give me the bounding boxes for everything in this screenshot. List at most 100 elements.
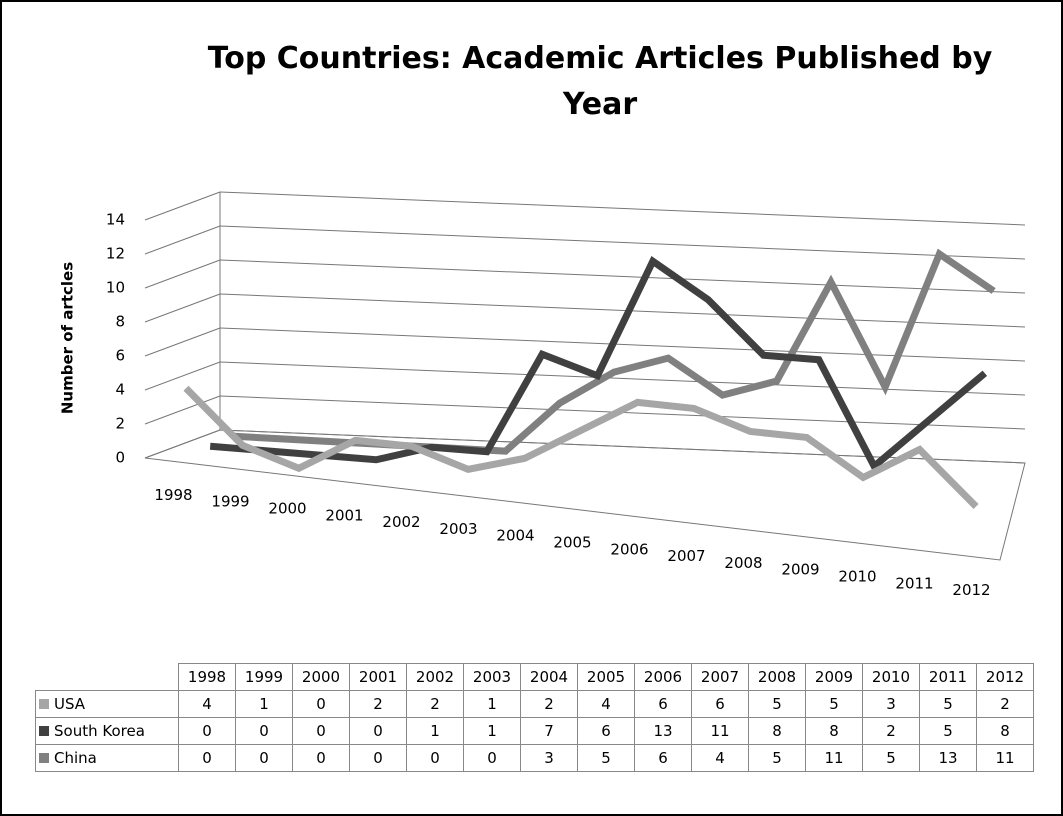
value-cell: 8 <box>976 717 1034 745</box>
value-cell: 7 <box>520 717 578 745</box>
value-cell: 5 <box>919 717 977 745</box>
cell-text: 0 <box>316 749 326 767</box>
series-line <box>183 385 979 509</box>
value-cell: 0 <box>178 744 236 772</box>
value-cell: 2 <box>520 690 578 718</box>
value-cell: 0 <box>463 744 521 772</box>
value-cell: 3 <box>862 690 920 718</box>
y-axis-label: Number of artcles <box>59 262 77 414</box>
header-cell: 2007 <box>691 663 749 691</box>
cell-text: 11 <box>710 722 730 740</box>
value-cell: 0 <box>292 717 350 745</box>
x-tick-label: 2007 <box>667 547 705 565</box>
cell-text: 3 <box>544 749 554 767</box>
value-cell: 1 <box>463 717 521 745</box>
x-tick-label: 2003 <box>439 520 477 538</box>
value-cell: 2 <box>862 717 920 745</box>
cell-text: 2006 <box>643 668 683 686</box>
header-cell: 2004 <box>520 663 578 691</box>
cell-text: 1 <box>487 695 497 713</box>
y-tick-label: 12 <box>106 245 125 263</box>
value-cell: 0 <box>178 717 236 745</box>
cell-text: 4 <box>202 695 212 713</box>
value-cell: 1 <box>406 717 464 745</box>
cell-text: 6 <box>658 695 668 713</box>
value-cell: 2 <box>406 690 464 718</box>
cell-text: 1 <box>487 722 497 740</box>
data-table: 1998 1999 2000 2001 2002 2003 2004 2005 2006 2007… <box>35 663 1034 772</box>
cell-text: 2008 <box>757 668 797 686</box>
grid-line <box>219 225 1026 260</box>
x-tick-label: 2010 <box>838 568 876 586</box>
value-cell: 5 <box>862 744 920 772</box>
y-tick-label: 8 <box>115 313 125 331</box>
x-tick-label: 2009 <box>781 561 819 579</box>
cell-text: 2001 <box>358 668 398 686</box>
cell-text: 2 <box>1000 695 1010 713</box>
grid-line <box>144 191 221 221</box>
chart-title: Top Countries: Academic Articles Publish… <box>207 41 993 122</box>
cell-text: 1 <box>259 695 269 713</box>
y-tick-label: 0 <box>115 449 125 467</box>
value-cell: 6 <box>577 717 635 745</box>
x-tick-label: 2012 <box>952 581 990 599</box>
cell-text: 11 <box>995 749 1015 767</box>
cell-text: 0 <box>373 722 383 740</box>
cell-text: 5 <box>601 749 611 767</box>
cell-text: 2000 <box>301 668 341 686</box>
value-cell: 3 <box>520 744 578 772</box>
cell-text: 0 <box>202 749 212 767</box>
value-cell: 11 <box>691 717 749 745</box>
cell-text: 5 <box>829 695 839 713</box>
cell-text: 13 <box>653 722 673 740</box>
value-cell: 2 <box>349 690 407 718</box>
cell-text: 6 <box>715 695 725 713</box>
header-cell: 2006 <box>634 663 692 691</box>
cell-text: 2002 <box>415 668 455 686</box>
x-tick-label: 2011 <box>895 574 933 592</box>
blank-cell <box>35 663 179 691</box>
value-cell: 5 <box>805 690 863 718</box>
cell-text: 1998 <box>187 668 227 686</box>
grid-line <box>144 361 221 391</box>
legend-label: China <box>54 749 97 767</box>
cell-text: 8 <box>829 722 839 740</box>
value-cell: 4 <box>178 690 236 718</box>
grid-line <box>219 259 1026 294</box>
value-cell: 6 <box>634 744 692 772</box>
cell-text: 4 <box>715 749 725 767</box>
table-header: 1998 1999 2000 2001 2002 2003 2004 2005 2006 2007… <box>35 663 1034 691</box>
cell-text: 11 <box>824 749 844 767</box>
grid-line <box>219 191 1026 226</box>
cell-text: 1999 <box>244 668 284 686</box>
cell-text: 2012 <box>985 668 1025 686</box>
grid-line <box>144 225 221 255</box>
x-tick-label: 1998 <box>154 486 192 504</box>
cell-text: 2007 <box>700 668 740 686</box>
header-cell: 1998 <box>178 663 236 691</box>
cell-text: 8 <box>1000 722 1010 740</box>
header-cell: 2005 <box>577 663 635 691</box>
header-cell: 2009 <box>805 663 863 691</box>
value-cell: 13 <box>634 717 692 745</box>
cell-text: 5 <box>943 722 953 740</box>
cell-text: 6 <box>658 749 668 767</box>
y-tick-label: 2 <box>115 415 125 433</box>
grid-line <box>144 395 221 425</box>
grid-line <box>219 293 1026 328</box>
x-tick-label: 2004 <box>496 527 534 545</box>
legend-cell: USA <box>35 690 179 718</box>
cell-text: 2003 <box>472 668 512 686</box>
y-tick-label: 6 <box>115 347 125 365</box>
x-tick-label: 2008 <box>724 554 762 572</box>
cell-text: 0 <box>316 695 326 713</box>
header-cell: 2011 <box>919 663 977 691</box>
table-row: USA 4 1 0 2 2 1 2 4 6 6 5 5 3 5 2 <box>35 690 1034 718</box>
value-cell: 11 <box>805 744 863 772</box>
cell-text: 2010 <box>871 668 911 686</box>
x-tick-label: 2002 <box>382 513 420 531</box>
cell-text: 4 <box>601 695 611 713</box>
value-cell: 8 <box>748 717 806 745</box>
cell-text: 2004 <box>529 668 569 686</box>
cell-text: 1 <box>430 722 440 740</box>
